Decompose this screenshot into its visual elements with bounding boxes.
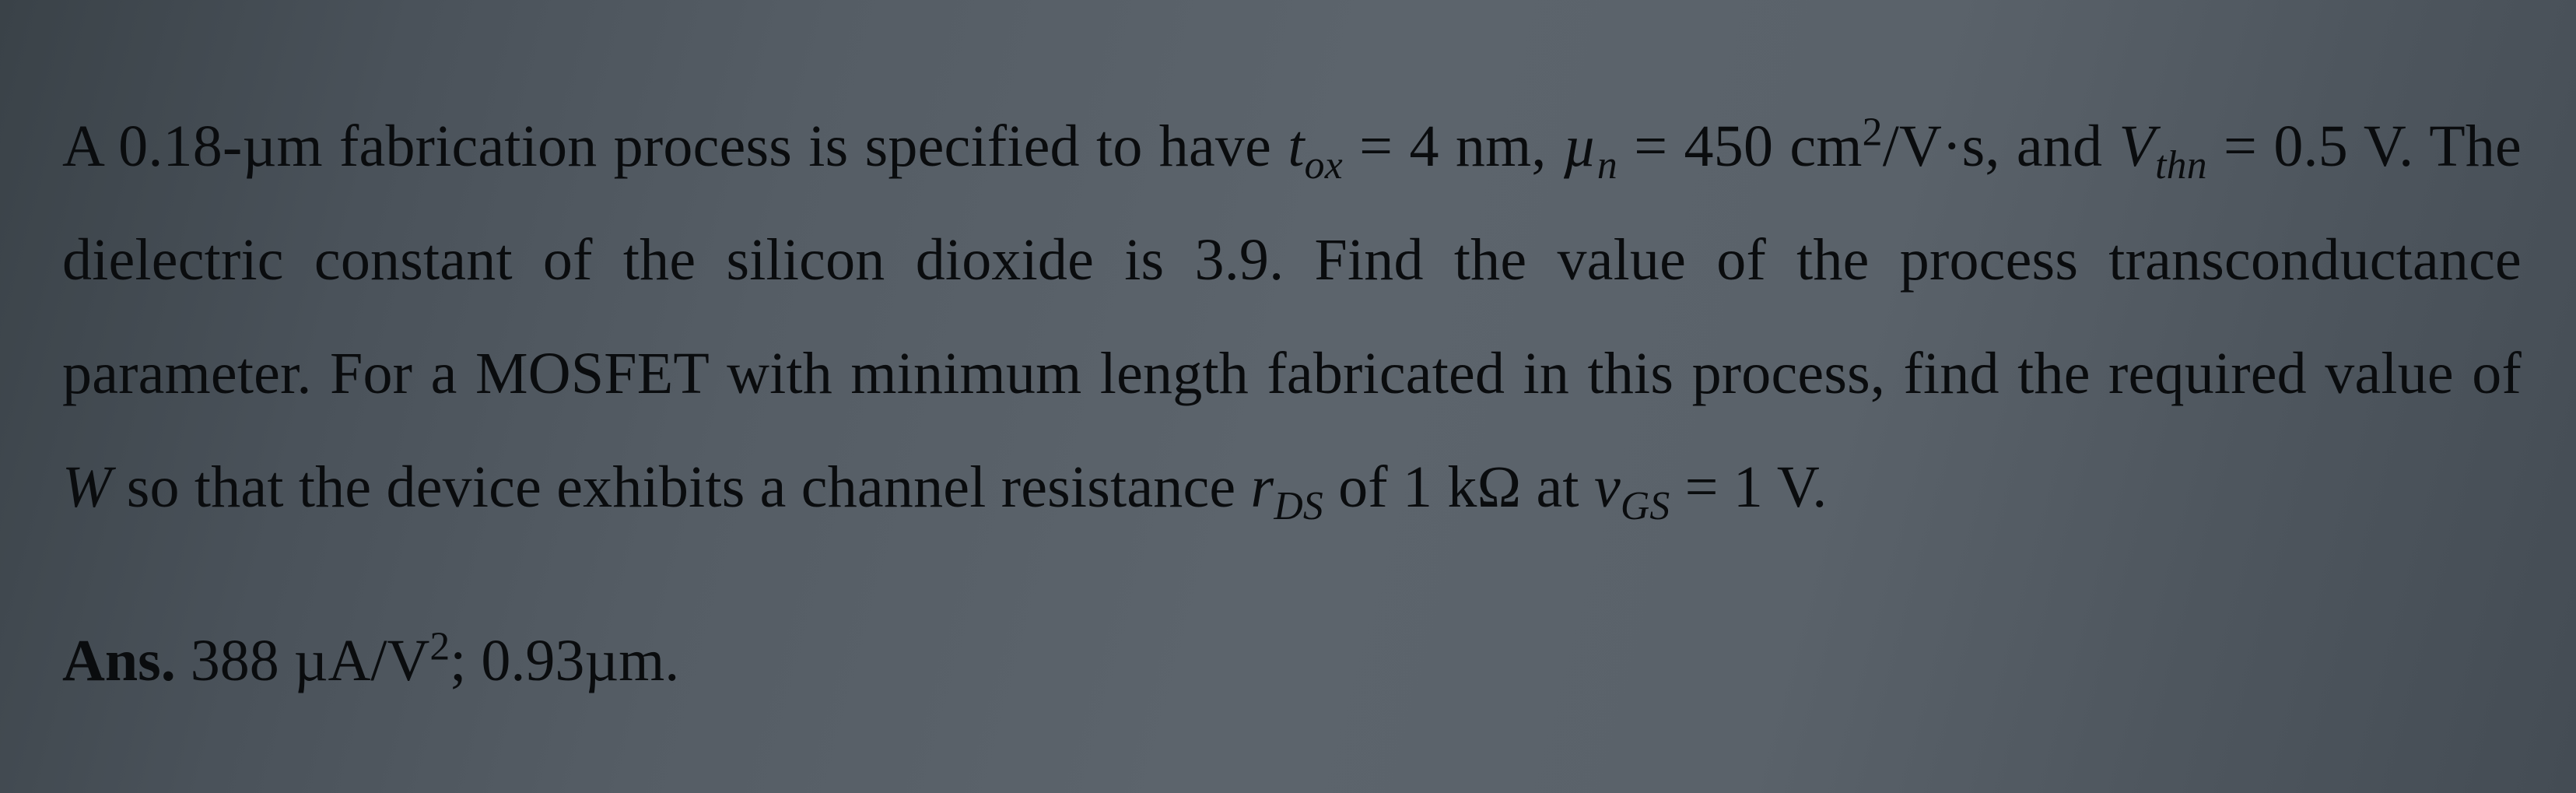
sub-thn: thn: [2155, 143, 2207, 188]
answer-label: Ans.: [62, 628, 176, 693]
text: so that the device exhibits a channel re…: [112, 454, 1251, 520]
var-W: W: [62, 454, 112, 520]
text: /V·s, and: [1883, 114, 2119, 179]
text: of 1 kΩ at: [1323, 454, 1594, 520]
sub-gs: GS: [1621, 484, 1670, 528]
textbook-page: A 0.18-µm fabrication process is specifi…: [0, 0, 2576, 793]
sub-ox: ox: [1305, 143, 1343, 188]
var-rds: r: [1251, 454, 1274, 520]
var-tox: t: [1288, 114, 1304, 179]
sup-2: 2: [1863, 111, 1883, 155]
answer-value-1: 388 µA/V: [176, 628, 430, 693]
text: A 0.18-µm fabrication process is specifi…: [62, 114, 1288, 179]
sub-ds: DS: [1274, 484, 1323, 528]
var-vthn: V: [2119, 114, 2155, 179]
sup-2: 2: [429, 624, 450, 668]
text: = 450 cm: [1617, 114, 1863, 179]
sub-n: n: [1597, 143, 1617, 188]
problem-statement: A 0.18-µm fabrication process is specifi…: [62, 90, 2522, 546]
answer-line: Ans. 388 µA/V2; 0.93µm.: [62, 605, 2522, 718]
text: = 4 nm,: [1343, 114, 1563, 179]
answer-value-2: ; 0.93µm.: [450, 628, 679, 693]
var-mu: µ: [1563, 114, 1597, 179]
var-vgs: v: [1594, 454, 1621, 520]
text: = 1 V.: [1670, 454, 1827, 520]
